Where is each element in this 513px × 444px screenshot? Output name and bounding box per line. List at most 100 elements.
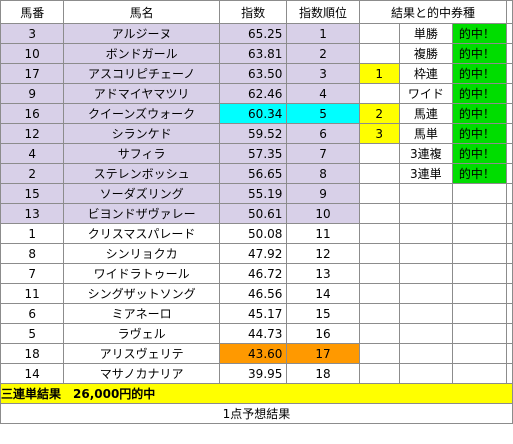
horse-number: 9 — [0, 83, 65, 104]
horse-name: ボンドガール — [63, 43, 220, 64]
horse-name: ミアネーロ — [63, 303, 220, 324]
index-score: 46.72 — [218, 263, 288, 284]
row-spacer — [506, 123, 513, 144]
table-row: 6 ミアネーロ 45.17 15 — [0, 303, 513, 324]
horse-name: ワイドラトゥール — [63, 263, 220, 284]
finish-position — [358, 283, 400, 304]
ticket-type: 3連単 — [398, 163, 453, 184]
row-spacer — [506, 23, 513, 44]
header-result: 結果と的中券種 — [358, 0, 508, 24]
index-rank: 4 — [286, 83, 360, 104]
horse-name: ソーダズリング — [63, 183, 220, 204]
index-rank: 18 — [286, 363, 360, 384]
ticket-type: 3連複 — [398, 143, 453, 164]
index-score: 44.73 — [218, 323, 288, 344]
horse-number: 7 — [0, 263, 65, 284]
row-spacer — [506, 223, 513, 244]
row-spacer — [506, 283, 513, 304]
finish-position — [358, 143, 400, 164]
hit-mark: 的中！ — [451, 143, 508, 164]
hit-mark — [451, 243, 508, 264]
table-row: 14 マサノカナリア 39.95 18 — [0, 363, 513, 384]
horse-number: 4 — [0, 143, 65, 164]
index-rank: 17 — [286, 343, 360, 364]
horse-name: アリスヴェリテ — [63, 343, 220, 364]
finish-position — [358, 183, 400, 204]
index-rank: 2 — [286, 43, 360, 64]
ticket-type — [398, 243, 453, 264]
hit-mark: 的中！ — [451, 23, 508, 44]
index-score: 60.34 — [218, 103, 288, 124]
index-rank: 3 — [286, 63, 360, 84]
ticket-type — [398, 363, 453, 384]
index-score: 63.50 — [218, 63, 288, 84]
index-score: 45.17 — [218, 303, 288, 324]
table-row: 7 ワイドラトゥール 46.72 13 — [0, 263, 513, 284]
ticket-type: 馬単 — [398, 123, 453, 144]
finish-position — [358, 43, 400, 64]
horse-name: クイーンズウォーク — [63, 103, 220, 124]
horse-name: ビヨンドザヴァレー — [63, 203, 220, 224]
horse-number: 1 — [0, 223, 65, 244]
horse-name: シンリョクカ — [63, 243, 220, 264]
horse-name: アスコリピチェーノ — [63, 63, 220, 84]
finish-position — [358, 323, 400, 344]
table-row: 9 アドマイヤマツリ 62.46 4 ワイド 的中！ — [0, 83, 513, 104]
horse-number: 6 — [0, 303, 65, 324]
horse-number: 8 — [0, 243, 65, 264]
index-rank: 16 — [286, 323, 360, 344]
ticket-type — [398, 223, 453, 244]
horse-name: ラヴェル — [63, 323, 220, 344]
index-rank: 13 — [286, 263, 360, 284]
header-score: 指数 — [218, 0, 288, 24]
hit-mark: 的中！ — [451, 83, 508, 104]
horse-name: ステレンボッシュ — [63, 163, 220, 184]
finish-position — [358, 203, 400, 224]
index-score: 63.81 — [218, 43, 288, 64]
ticket-type — [398, 323, 453, 344]
horse-name: アドマイヤマツリ — [63, 83, 220, 104]
index-score: 59.52 — [218, 123, 288, 144]
index-score: 39.95 — [218, 363, 288, 384]
finish-position: 1 — [358, 63, 400, 84]
row-spacer — [506, 63, 513, 84]
horse-name: シングザットソング — [63, 283, 220, 304]
ticket-type: 単勝 — [398, 23, 453, 44]
ticket-type — [398, 183, 453, 204]
horse-name: サフィラ — [63, 143, 220, 164]
horse-number: 13 — [0, 203, 65, 224]
horse-number: 10 — [0, 43, 65, 64]
index-score: 50.61 — [218, 203, 288, 224]
horse-number: 14 — [0, 363, 65, 384]
index-rank: 12 — [286, 243, 360, 264]
ticket-type — [398, 343, 453, 364]
horse-number: 18 — [0, 343, 65, 364]
finish-position: 2 — [358, 103, 400, 124]
hit-mark — [451, 363, 508, 384]
total-row: 三連単結果 26,000円的中 — [0, 383, 513, 404]
index-score: 46.56 — [218, 283, 288, 304]
table-row: 5 ラヴェル 44.73 16 — [0, 323, 513, 344]
table-row: 13 ビヨンドザヴァレー 50.61 10 — [0, 203, 513, 224]
table-row: 10 ボンドガール 63.81 2 複勝 的中！ — [0, 43, 513, 64]
index-rank: 7 — [286, 143, 360, 164]
horse-number: 3 — [0, 23, 65, 44]
ticket-type: ワイド — [398, 83, 453, 104]
row-spacer — [506, 103, 513, 124]
table-row: 3 アルジーヌ 65.25 1 単勝 的中！ — [0, 23, 513, 44]
finish-position — [358, 303, 400, 324]
ticket-type — [398, 203, 453, 224]
horse-name: シランケド — [63, 123, 220, 144]
row-spacer — [506, 243, 513, 264]
finish-position — [358, 263, 400, 284]
horse-number: 11 — [0, 283, 65, 304]
horse-number: 15 — [0, 183, 65, 204]
index-rank: 6 — [286, 123, 360, 144]
finish-position — [358, 23, 400, 44]
ticket-type: 複勝 — [398, 43, 453, 64]
hit-mark: 的中！ — [451, 63, 508, 84]
index-rank: 10 — [286, 203, 360, 224]
table-row: 15 ソーダズリング 55.19 9 — [0, 183, 513, 204]
finish-position — [358, 363, 400, 384]
